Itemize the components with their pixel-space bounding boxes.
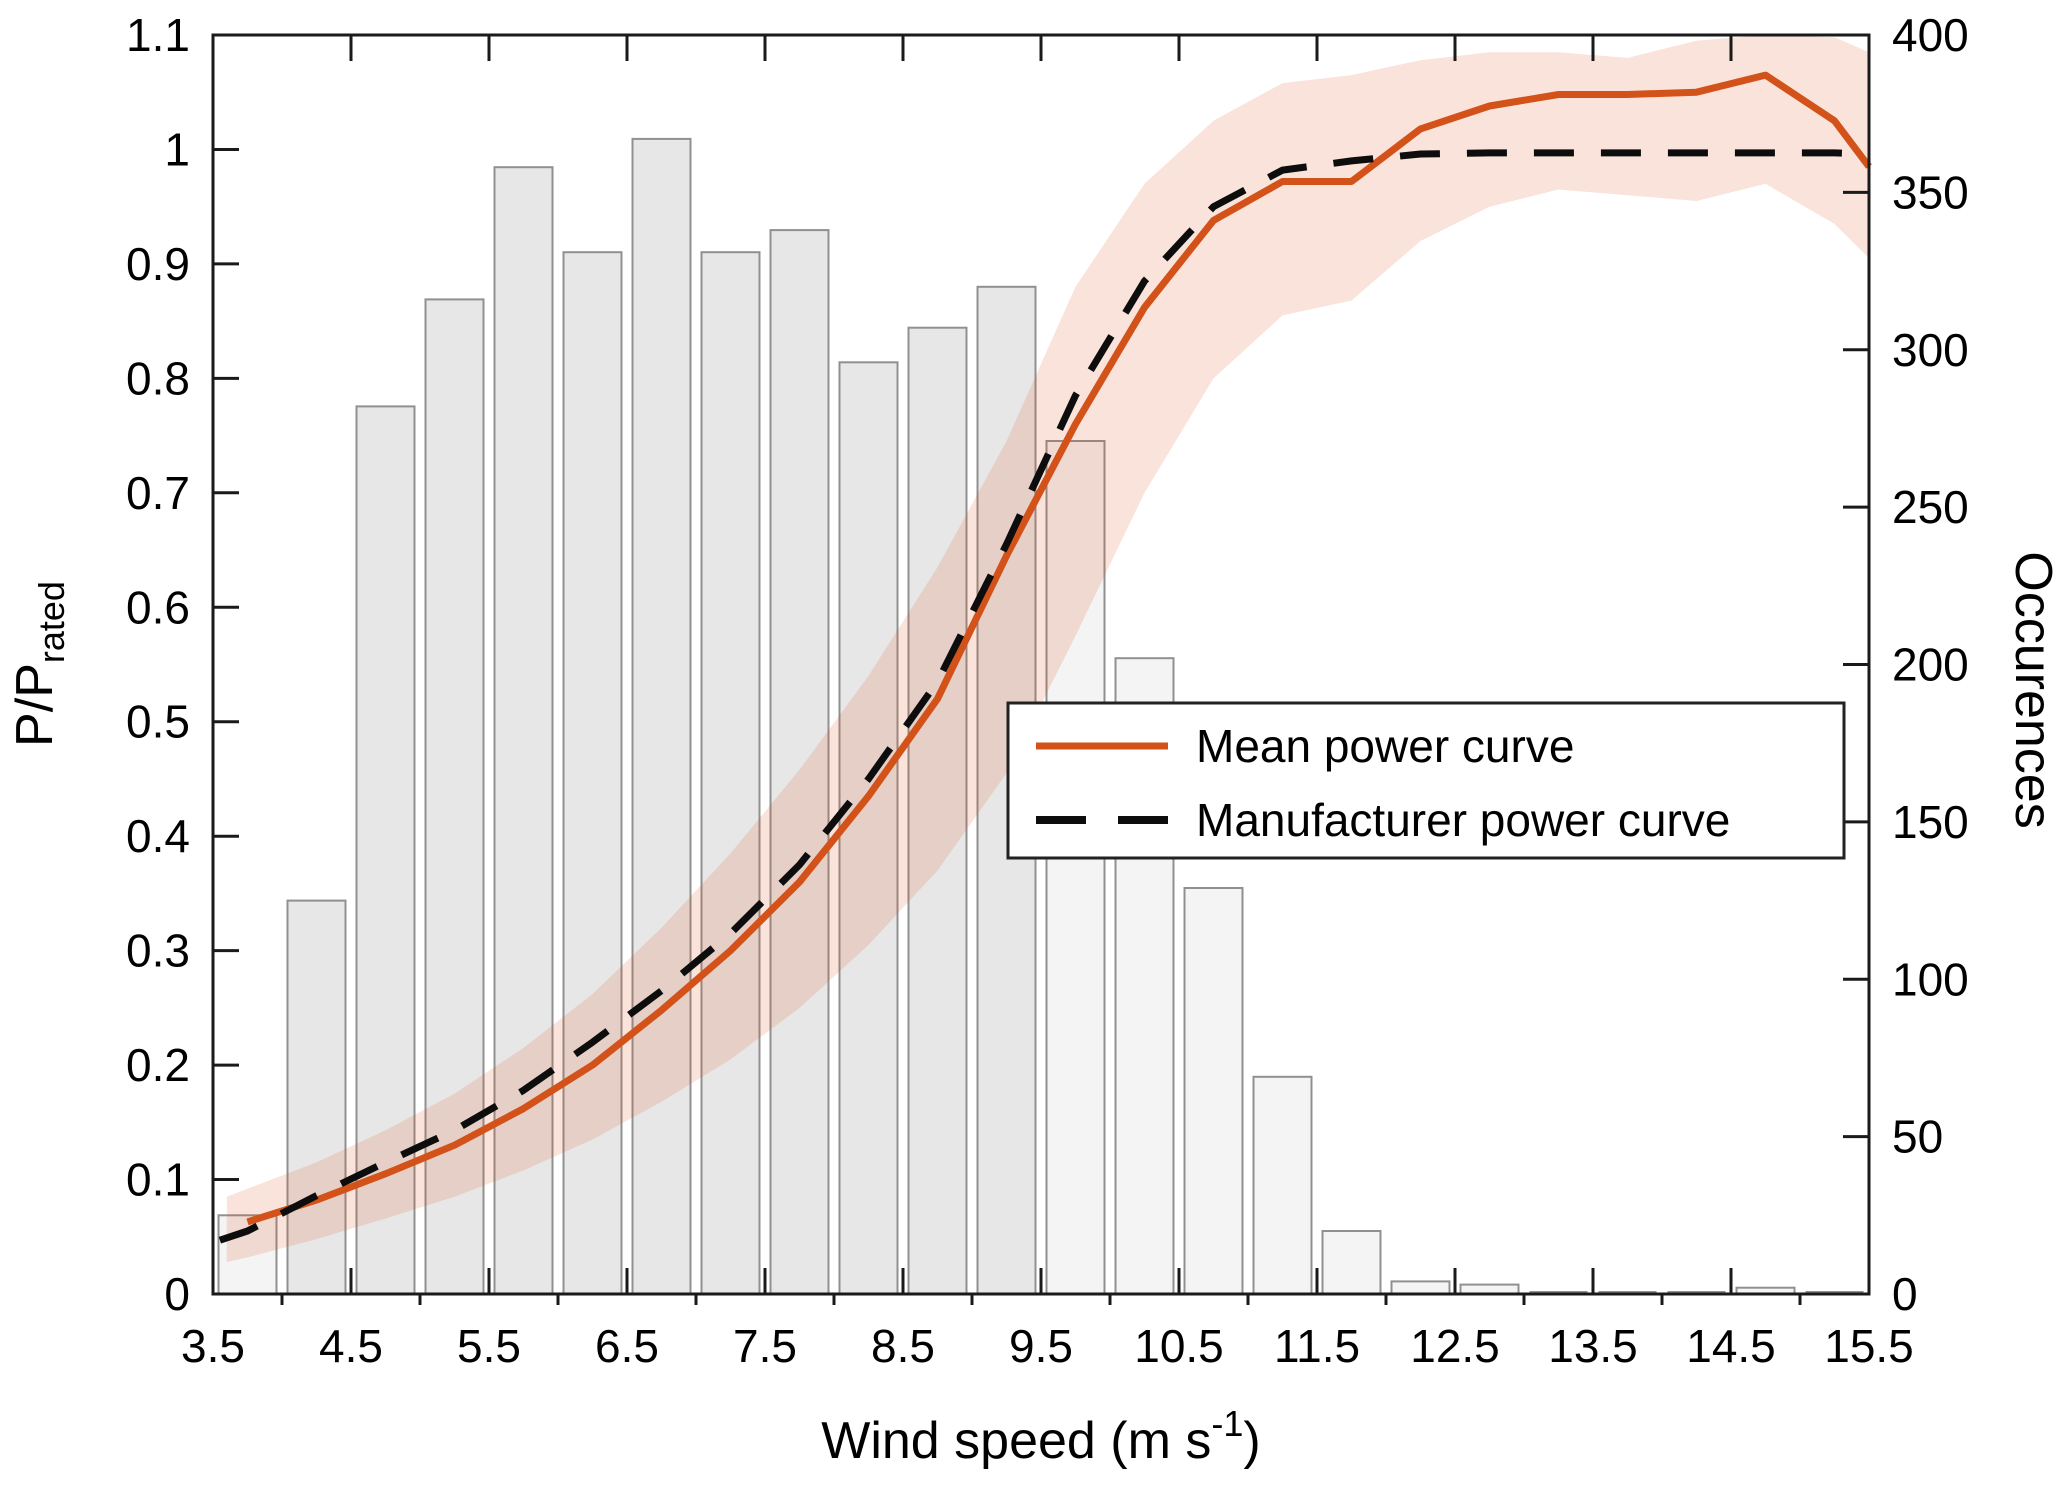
manufacturer-power-curve-line [218,149,1870,1244]
confidence-band [226,35,1869,1262]
y-left-tick-label: 0.4 [126,810,190,862]
legend: Mean power curve Manufacturer power curve [1006,701,1846,860]
y-left-tick-label: 0.6 [126,581,190,633]
y-right-tick-label: 400 [1892,9,1969,61]
x-tick-label: 10.5 [1134,1320,1224,1372]
y-right-tick-label: 150 [1892,796,1969,848]
y-left-tick-label: 1 [164,124,190,176]
x-axis-label: Wind speed (m s-1) [821,1403,1260,1470]
x-tick-label: 13.5 [1548,1320,1638,1372]
y-right-tick-label: 350 [1892,166,1969,218]
legend-box [1006,701,1846,860]
y-right-tick-label: 0 [1892,1268,1918,1320]
x-tick-label: 12.5 [1410,1320,1500,1372]
x-tick-label: 11.5 [1274,1320,1360,1372]
y-left-tick-label: 0.1 [126,1154,190,1206]
y-left-axis-label-main: P/P [6,663,64,747]
x-tick-label: 8.5 [871,1320,935,1372]
legend-item-label: Mean power curve [1196,720,1574,772]
mean-power-curve-line [246,71,1872,1226]
x-axis-label-superscript: -1 [1211,1403,1243,1444]
y-left-tick-label: 0.2 [126,1039,190,1091]
x-tick-label: 14.5 [1686,1320,1776,1372]
x-tick-label: 15.5 [1824,1320,1914,1372]
y-left-tick-label: 0.7 [126,467,190,519]
y-right-tick-label: 250 [1892,481,1969,533]
x-tick-label: 9.5 [1009,1320,1073,1372]
histogram-bar [1252,1075,1313,1296]
y-right-tick-label: 50 [1892,1111,1943,1163]
y-right-tick-label: 200 [1892,639,1969,691]
y-left-tick-label: 0.5 [126,696,190,748]
histogram-bars [217,137,1864,1296]
y-left-tick-label: 0.9 [126,238,190,290]
x-axis-label-close: ) [1243,1412,1260,1470]
x-axis-label-main: Wind speed (m s [821,1412,1211,1470]
y-left-tick-label: 0.8 [126,352,190,404]
histogram-bar [1321,1230,1382,1295]
histogram-bar [838,361,899,1295]
axis-ticks [211,33,1871,1305]
x-tick-label: 7.5 [733,1320,797,1372]
legend-item-label: Manufacturer power curve [1196,794,1730,846]
y-left-tick-label: 0 [164,1268,190,1320]
y-left-axis-label: P/Prated [6,581,72,747]
histogram-bar [631,137,692,1295]
y-left-tick-label: 1.1 [126,9,190,61]
histogram-bar [355,405,416,1295]
x-tick-label: 3.5 [181,1320,245,1372]
histogram-bar [562,251,623,1296]
histogram-bar [1390,1280,1451,1296]
histogram-bar [700,251,761,1296]
y-left-axis-label-subscript: rated [31,581,72,663]
histogram-bar [424,298,485,1295]
y-right-tick-label: 100 [1892,953,1969,1005]
y-left-tick-label: 0.3 [126,925,190,977]
histogram-bar [1183,887,1244,1295]
x-tick-label: 6.5 [595,1320,659,1372]
histogram-bar [286,899,347,1295]
x-tick-label: 4.5 [319,1320,383,1372]
y-right-axis-label: Occurences [2004,551,2062,828]
x-tick-label: 5.5 [457,1320,521,1372]
y-right-tick-label: 300 [1892,324,1969,376]
histogram-bar [907,326,968,1295]
